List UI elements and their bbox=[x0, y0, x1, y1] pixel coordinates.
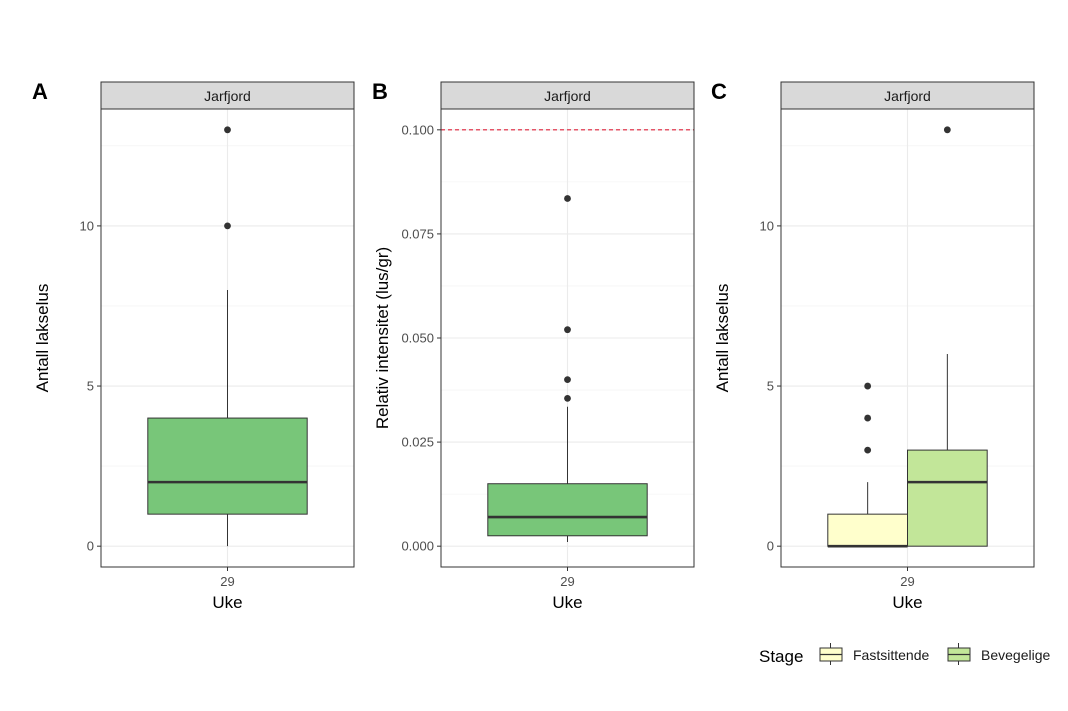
x-axis-title: Uke bbox=[552, 593, 582, 612]
outlier-point bbox=[224, 222, 231, 230]
y-tick-label: 0.100 bbox=[401, 122, 434, 137]
y-tick-label: 0.000 bbox=[401, 539, 434, 554]
outlier-point bbox=[564, 195, 571, 202]
outlier-point-fastsittende bbox=[864, 414, 872, 422]
x-tick-label: 29 bbox=[560, 574, 574, 589]
outlier-point bbox=[564, 326, 571, 334]
y-axis-title: Relativ intensitet (lus/gr) bbox=[373, 247, 392, 429]
y-axis-title: Antall lakselus bbox=[713, 284, 732, 393]
x-tick-label: 29 bbox=[900, 574, 914, 589]
panel-tag: B bbox=[372, 79, 388, 104]
y-tick-label: 5 bbox=[87, 379, 94, 394]
legend-label-bevegelige: Bevegelige bbox=[981, 647, 1050, 663]
outlier-point-fastsittende bbox=[864, 446, 872, 454]
legend-label-fastsittende: Fastsittende bbox=[853, 647, 929, 663]
legend-item-bevegelige: Bevegelige bbox=[947, 643, 1050, 665]
panel-tag: C bbox=[711, 79, 727, 104]
legend: Stage Fastsittende Bevegelige bbox=[759, 643, 1050, 666]
box bbox=[487, 483, 648, 537]
strip-label: Jarfjord bbox=[544, 88, 591, 104]
legend-title: Stage bbox=[759, 647, 803, 666]
x-tick-label: 29 bbox=[220, 574, 234, 589]
panel-a: A Jarfjord 0 5 10 29 Uke Antall lakselus bbox=[32, 79, 355, 612]
y-tick-label: 0 bbox=[767, 539, 774, 554]
outlier-point-bevegelige bbox=[943, 126, 951, 134]
strip-background bbox=[100, 81, 355, 110]
y-axis-title: Antall lakselus bbox=[33, 284, 52, 393]
y-tick-label: 10 bbox=[80, 218, 94, 233]
y-tick-label: 0.050 bbox=[401, 331, 434, 346]
box bbox=[147, 417, 308, 515]
panel-border bbox=[780, 108, 1035, 568]
panel-border bbox=[440, 108, 695, 568]
x-axis-title: Uke bbox=[892, 593, 922, 612]
y-tick-label: 10 bbox=[760, 218, 774, 233]
y-tick-label: 0.025 bbox=[401, 435, 434, 450]
panel-border bbox=[100, 108, 355, 568]
panel-c: C Jarfjord 0 5 10 29 Uke Antall lakselus bbox=[711, 79, 1035, 612]
outlier-point bbox=[224, 126, 231, 134]
box-fastsittende bbox=[827, 513, 908, 547]
strip-background bbox=[780, 81, 1035, 110]
strip-background bbox=[440, 81, 695, 110]
box-bevegelige bbox=[907, 449, 988, 547]
panel-tag: A bbox=[32, 79, 48, 104]
strip-label: Jarfjord bbox=[884, 88, 931, 104]
x-axis-title: Uke bbox=[212, 593, 242, 612]
outlier-point-fastsittende bbox=[864, 382, 872, 390]
y-tick-label: 0 bbox=[87, 539, 94, 554]
y-tick-label: 0.075 bbox=[401, 226, 434, 241]
outlier-point bbox=[564, 394, 571, 402]
outlier-point bbox=[564, 376, 571, 384]
legend-item-fastsittende: Fastsittende bbox=[819, 643, 929, 665]
y-tick-label: 5 bbox=[767, 379, 774, 394]
strip-label: Jarfjord bbox=[204, 88, 251, 104]
